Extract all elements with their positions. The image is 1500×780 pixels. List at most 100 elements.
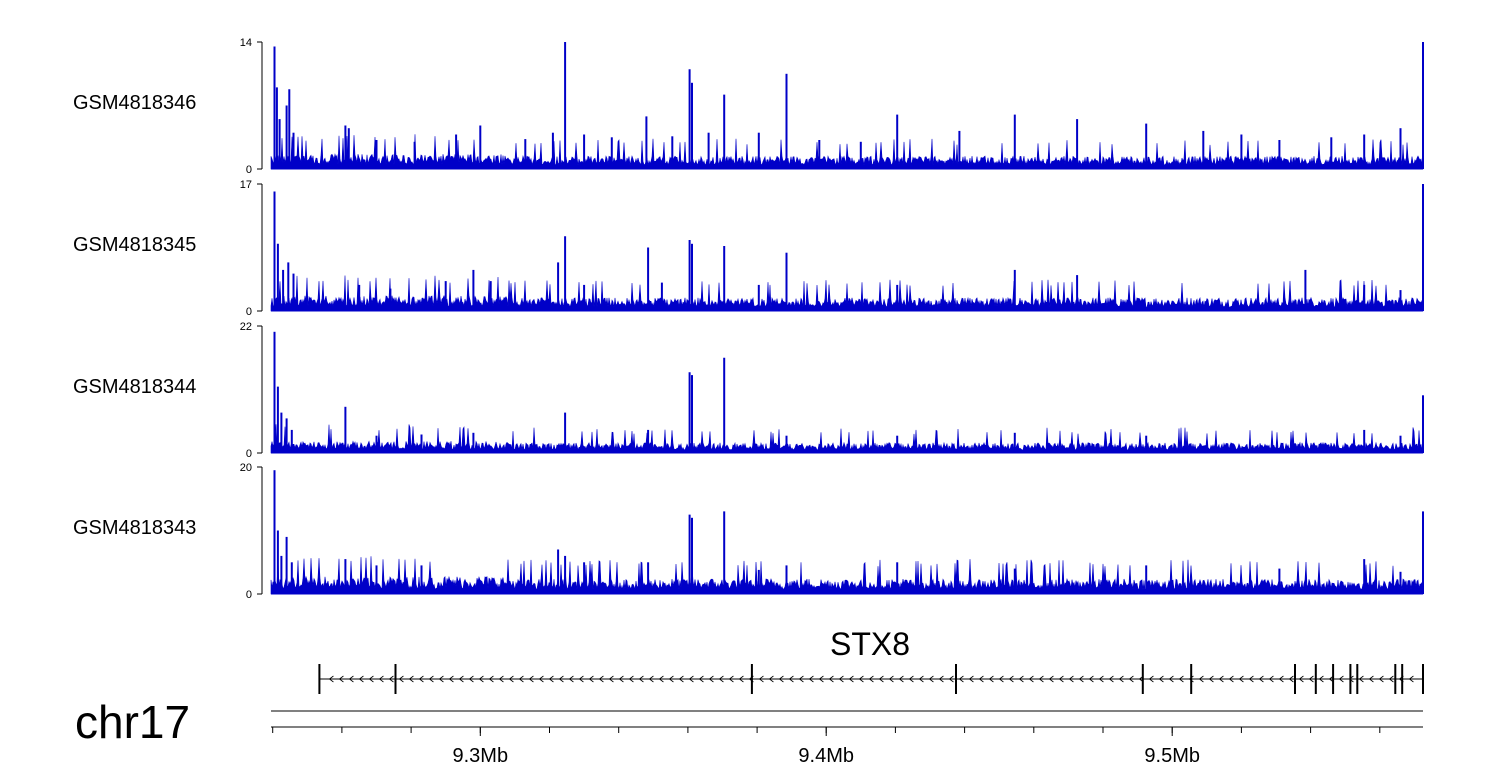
signal-area <box>270 275 1424 312</box>
genome-axis: chr17 9.3Mb 9.4Mb 9.5Mb <box>75 696 1423 767</box>
axis-tick-label: 9.3Mb <box>453 745 509 767</box>
strand-chevron <box>868 675 874 683</box>
strand-chevron <box>1248 675 1254 683</box>
strand-chevron <box>1068 675 1074 683</box>
strand-chevron <box>1378 675 1384 683</box>
strand-chevron <box>1218 675 1224 683</box>
strand-chevron <box>718 675 724 683</box>
strand-chevron <box>758 675 764 683</box>
strand-chevron <box>1108 675 1114 683</box>
strand-chevron <box>638 675 644 683</box>
strand-chevron <box>968 675 974 683</box>
strand-chevron <box>1328 675 1334 683</box>
strand-chevron <box>998 675 1004 683</box>
y-max-label: 14 <box>240 37 252 49</box>
track-GSM4818344: GSM4818344 22 0 <box>73 321 1424 460</box>
signal-area <box>270 424 1424 454</box>
strand-chevron <box>688 675 694 683</box>
exon-mark <box>1349 664 1352 694</box>
strand-chevron <box>668 675 674 683</box>
strand-chevron <box>1208 675 1214 683</box>
y-min-label: 0 <box>246 589 252 601</box>
strand-chevron <box>1058 675 1064 683</box>
strand-chevron <box>1028 675 1034 683</box>
strand-chevron <box>1358 675 1364 683</box>
strand-chevron <box>1228 675 1234 683</box>
strand-chevron <box>1408 675 1414 683</box>
strand-chevron <box>988 675 994 683</box>
strand-chevron <box>538 675 544 683</box>
track-label: GSM4818343 <box>73 517 196 539</box>
strand-chevron <box>438 675 444 683</box>
strand-chevron <box>458 675 464 683</box>
strand-chevron <box>928 675 934 683</box>
strand-chevron <box>948 675 954 683</box>
track-GSM4818343: GSM4818343 20 0 <box>73 462 1424 601</box>
exon-mark <box>318 664 321 694</box>
strand-chevron <box>588 675 594 683</box>
exon-mark <box>1422 664 1424 694</box>
strand-chevron <box>448 675 454 683</box>
strand-chevron <box>1308 675 1314 683</box>
gene-name-label: STX8 <box>830 626 910 662</box>
strand-chevron <box>1078 675 1084 683</box>
strand-chevron <box>608 675 614 683</box>
strand-chevron <box>598 675 604 683</box>
strand-chevron <box>1198 675 1204 683</box>
strand-chevron <box>568 675 574 683</box>
strand-chevron <box>958 675 964 683</box>
strand-chevron <box>518 675 524 683</box>
strand-chevron <box>418 675 424 683</box>
strand-chevron <box>1038 675 1044 683</box>
track-label: GSM4818345 <box>73 234 196 256</box>
strand-chevron <box>778 675 784 683</box>
strand-chevron <box>888 675 894 683</box>
strand-chevron <box>558 675 564 683</box>
exon-mark <box>394 664 397 694</box>
exon-mark <box>1141 664 1144 694</box>
exon-mark <box>1356 664 1359 694</box>
strand-chevron <box>678 675 684 683</box>
strand-chevron <box>468 675 474 683</box>
y-min-label: 0 <box>246 164 252 176</box>
track-label: GSM4818344 <box>73 376 196 398</box>
strand-chevron <box>938 675 944 683</box>
strand-chevron <box>908 675 914 683</box>
strand-chevron <box>528 675 534 683</box>
strand-chevron <box>708 675 714 683</box>
strand-chevron <box>698 675 704 683</box>
exon-mark <box>1294 664 1296 694</box>
strand-chevron <box>428 675 434 683</box>
y-max-label: 17 <box>240 179 252 191</box>
strand-chevron <box>1118 675 1124 683</box>
exon-mark <box>1314 664 1317 694</box>
exon-mark <box>750 664 753 694</box>
exon-mark <box>1394 664 1397 694</box>
strand-chevron <box>328 675 334 683</box>
strand-chevron <box>1338 675 1344 683</box>
strand-chevron <box>828 675 834 683</box>
track-GSM4818345: GSM4818345 17 0 <box>73 179 1424 318</box>
exon-mark <box>1332 664 1335 694</box>
strand-chevron <box>398 675 404 683</box>
strand-chevron <box>348 675 354 683</box>
chromosome-label: chr17 <box>75 696 190 748</box>
strand-chevron <box>488 675 494 683</box>
strand-chevron <box>1008 675 1014 683</box>
y-max-label: 22 <box>240 321 252 333</box>
strand-chevron <box>738 675 744 683</box>
strand-chevron <box>898 675 904 683</box>
strand-chevron <box>578 675 584 683</box>
strand-chevron <box>1168 675 1174 683</box>
axis-tick-label: 9.5Mb <box>1144 745 1200 767</box>
strand-chevron <box>1128 675 1134 683</box>
strand-chevron <box>628 675 634 683</box>
exon-mark <box>1401 664 1404 694</box>
strand-chevron <box>1148 675 1154 683</box>
strand-chevron <box>808 675 814 683</box>
strand-chevron <box>478 675 484 683</box>
strand-chevron <box>858 675 864 683</box>
strand-chevron <box>338 675 344 683</box>
strand-chevron <box>728 675 734 683</box>
